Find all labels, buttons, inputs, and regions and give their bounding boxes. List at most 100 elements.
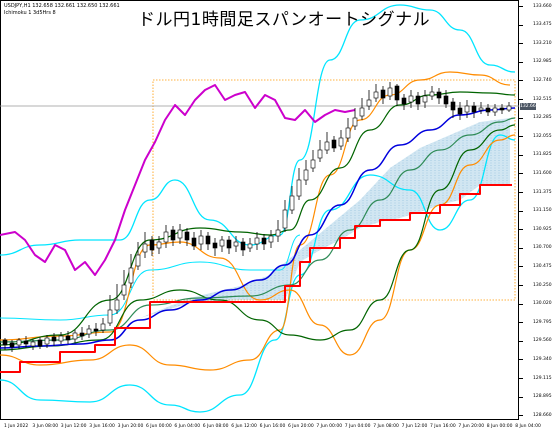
- bollinger-upper-outer: [0, 4, 516, 256]
- candle-bull: [422, 95, 428, 103]
- price-tick: [519, 359, 523, 361]
- price-tick: [519, 61, 523, 63]
- price-label: 130.925: [533, 226, 552, 232]
- price-label: 129.340: [533, 356, 552, 362]
- candle-bear: [205, 235, 211, 245]
- candle-bear: [51, 336, 57, 342]
- ma-lower-green: [0, 124, 516, 351]
- price-label: 129.115: [533, 375, 552, 381]
- time-label: 1 Jun 2022: [4, 424, 29, 429]
- candle-bull: [177, 229, 183, 239]
- price-tick: [519, 396, 523, 398]
- candle-bear: [331, 139, 337, 149]
- time-label: 7 Jun 16:00: [430, 424, 456, 429]
- range-box: [152, 79, 516, 301]
- price-label: 130.020: [533, 301, 552, 307]
- candle-bull: [429, 91, 435, 97]
- candle-bear: [37, 339, 43, 347]
- time-label: 6 Jun 00:00: [146, 424, 172, 429]
- time-scale[interactable]: 1 Jun 2022 3 Jun 08:00 3 Jun 12:00 3 Jun 16…: [0, 421, 541, 437]
- indicator-info-text: Ichimoku 1 3d5Hrs 8: [4, 10, 56, 16]
- candle-bear: [65, 335, 71, 341]
- band-lower-orange: [0, 134, 516, 356]
- candle-bear: [240, 241, 246, 251]
- price-label: 131.375: [533, 189, 552, 195]
- symbol-info-text: USDJPY,H1 132.658 132.661 132.650 132.66…: [4, 3, 120, 9]
- candlesticks: [2, 82, 512, 352]
- candle-bull: [464, 105, 470, 113]
- candle-bull: [163, 231, 169, 243]
- candle-bull: [233, 241, 239, 247]
- candle-bear: [450, 101, 456, 111]
- price-scale[interactable]: 133.660 133.475 133.210 132.985 132.740 132.5…: [519, 0, 553, 420]
- time-label: 3 Jun 12:00: [60, 424, 87, 429]
- indicator-lines: [0, 4, 516, 413]
- time-label: 6 Jun 20:00: [288, 424, 314, 429]
- candle-bull: [142, 243, 148, 253]
- price-label: 132.285: [533, 115, 552, 121]
- baseline-blue: [0, 107, 516, 349]
- candle-bull: [282, 209, 288, 229]
- candle-bear: [2, 339, 8, 346]
- time-label: 3 Jun 08:00: [32, 424, 59, 429]
- price-label: 132.985: [533, 59, 552, 65]
- price-tick: [519, 229, 523, 231]
- candle-bear: [436, 91, 442, 99]
- candle-bull: [324, 141, 330, 151]
- lagging-span-magenta: [0, 84, 356, 276]
- candle-bull: [345, 127, 351, 139]
- candle-bull: [135, 254, 141, 267]
- candle-bull: [30, 341, 36, 347]
- candle-bull: [247, 243, 253, 249]
- candle-bull: [156, 241, 162, 249]
- candle-bear: [485, 107, 491, 113]
- candle-bull: [107, 309, 113, 324]
- candle-bear: [394, 85, 400, 101]
- candle-bull: [387, 87, 393, 97]
- candle-bear: [457, 107, 463, 115]
- candle-bull: [219, 239, 225, 247]
- price-tick: [519, 415, 523, 417]
- time-label: 6 Jun 16:00: [259, 424, 286, 429]
- candle-bear: [23, 340, 29, 345]
- price-label: 132.055: [533, 133, 552, 139]
- bollinger-lower-outer: [0, 134, 516, 413]
- price-label: 130.250: [533, 282, 552, 288]
- price-label: 131.150: [533, 208, 552, 214]
- candle-bull: [198, 235, 204, 245]
- chart-frame: [0, 0, 519, 420]
- candle-bull: [366, 99, 372, 107]
- candle-bear: [471, 105, 477, 113]
- candle-bull: [478, 107, 484, 111]
- candle-bull: [128, 267, 134, 284]
- candle-bear: [401, 97, 407, 105]
- time-label: 6 Jun 12:00: [231, 424, 257, 429]
- price-label: 129.795: [533, 319, 552, 325]
- candle-bear: [226, 239, 232, 249]
- candle-bull: [492, 107, 498, 113]
- candle-bear: [380, 89, 386, 99]
- candle-bull: [373, 91, 379, 99]
- price-tick: [519, 24, 523, 26]
- candle-bull: [121, 284, 127, 296]
- time-label: 7 Jun 12:00: [401, 424, 428, 429]
- candle-bear: [9, 342, 15, 348]
- candle-bull: [408, 95, 414, 103]
- time-label: 7 Jun 20:00: [458, 424, 485, 429]
- price-label: 131.600: [533, 170, 552, 176]
- candle-bear: [499, 107, 505, 111]
- price-label: 128.895: [533, 394, 552, 400]
- price-tick: [519, 173, 523, 175]
- time-label: 6 Jun 04:00: [174, 424, 201, 429]
- time-label: 7 Jun 08:00: [373, 424, 399, 429]
- time-label: 7 Jun 00:00: [316, 424, 343, 429]
- price-label: 132.740: [533, 77, 552, 83]
- cloud-fill: [90, 118, 510, 335]
- time-label: 3 Jun 20:00: [117, 424, 144, 429]
- price-label: 129.560: [533, 338, 552, 344]
- candle-bull: [289, 195, 295, 211]
- price-tick: [519, 340, 523, 342]
- price-label: 131.825: [533, 152, 552, 158]
